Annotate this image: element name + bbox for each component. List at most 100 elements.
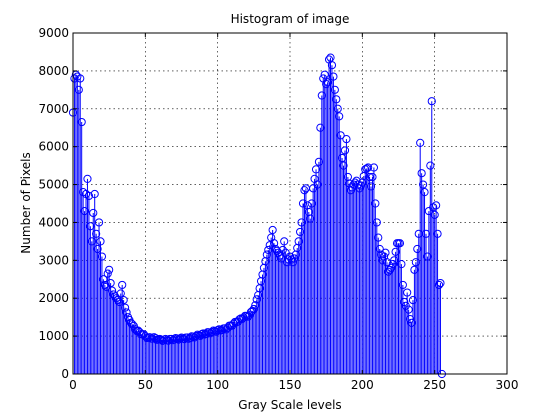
stem-marker <box>387 263 396 273</box>
y-tick-label: 5000 <box>38 178 69 192</box>
stem-marker <box>330 85 339 94</box>
stem-marker <box>335 112 344 121</box>
stem-marker <box>262 250 271 259</box>
stem-marker <box>235 315 244 324</box>
stem-marker <box>249 304 258 314</box>
stem-marker <box>212 327 221 336</box>
stem-marker <box>94 218 104 227</box>
stem-marker <box>421 229 431 238</box>
stem-marker <box>252 295 261 304</box>
stem-marker <box>366 182 376 191</box>
stem-marker <box>122 308 131 317</box>
stem-marker <box>418 180 428 189</box>
stem-marker <box>116 289 125 298</box>
stem-marker <box>243 312 253 321</box>
stem-marker <box>290 254 299 263</box>
stem-marker <box>375 244 384 254</box>
stem-marker <box>329 72 338 81</box>
x-tick-label: 100 <box>206 378 229 392</box>
stem-marker <box>297 218 306 227</box>
stem-marker <box>395 239 405 248</box>
y-tick-label: 7000 <box>38 102 69 116</box>
stem-marker <box>340 146 350 155</box>
stem-marker <box>408 296 418 305</box>
stem-marker <box>364 163 373 172</box>
stem-marker <box>118 280 127 290</box>
stem-marker <box>400 297 409 307</box>
stem-marker <box>119 296 128 305</box>
stem-marker <box>427 97 436 106</box>
stem-marker <box>405 314 415 324</box>
stem-marker <box>317 91 326 100</box>
axis-ticks: 0 50 100 150 200 250 3000100020003000400050006… <box>38 26 518 392</box>
stem-marker <box>278 245 287 255</box>
stem-marker <box>323 78 332 87</box>
stem-marker <box>332 95 341 104</box>
y-tick-label: 8000 <box>38 64 69 78</box>
stem-marker <box>417 169 426 178</box>
stem-marker <box>403 288 412 297</box>
stem-marker <box>391 247 400 256</box>
stem-marker <box>407 318 416 327</box>
stem-marker <box>300 186 309 195</box>
stem-marker <box>190 333 199 342</box>
stem-marker <box>430 210 439 219</box>
stem-marker <box>390 256 399 265</box>
stem-marker <box>306 214 315 223</box>
stem-marker <box>369 163 379 172</box>
x-tick-label: 200 <box>351 378 374 392</box>
stem-marker <box>374 233 383 242</box>
stem-marker <box>149 333 159 342</box>
stem-marker <box>294 237 303 246</box>
stem-marker <box>371 199 380 208</box>
stem-marker <box>404 305 413 314</box>
stem-marker <box>320 70 329 79</box>
stem-series <box>68 53 446 379</box>
stem-marker <box>296 227 305 237</box>
y-tick-label: 4000 <box>38 215 69 229</box>
stem-marker <box>316 123 325 132</box>
stem-marker <box>93 244 102 254</box>
stem-marker <box>322 80 331 89</box>
y-axis-label: Number of Pixels <box>19 152 33 253</box>
stem-marker <box>352 176 361 185</box>
stem-marker <box>411 258 420 267</box>
stem-marker <box>106 278 115 288</box>
stem-marker <box>269 239 279 248</box>
stem-marker <box>97 252 107 261</box>
stem-marker <box>87 237 96 246</box>
stem-marker <box>265 241 274 250</box>
stem-marker <box>378 256 387 265</box>
x-tick-label: 300 <box>496 378 519 392</box>
stem-marker <box>433 229 442 238</box>
stem-marker <box>83 174 92 183</box>
stem-marker <box>434 280 444 290</box>
stem-marker <box>365 172 374 182</box>
stem-marker <box>223 323 232 332</box>
stem-marker <box>280 237 289 246</box>
stem-marker <box>327 61 337 70</box>
stem-marker <box>77 117 86 127</box>
stem-marker <box>339 161 348 170</box>
stem-marker <box>196 331 205 340</box>
stem-marker <box>84 191 94 201</box>
y-tick-label: 9000 <box>38 26 69 40</box>
x-tick-label: 150 <box>279 378 302 392</box>
stem-marker <box>89 208 98 218</box>
stem-marker <box>80 206 89 216</box>
stem-marker <box>120 303 130 312</box>
stem-marker <box>92 229 101 238</box>
stem-marker <box>398 280 407 290</box>
stem-marker <box>326 53 335 62</box>
stem-marker <box>413 244 422 254</box>
stem-marker <box>96 237 105 246</box>
y-tick-label: 6000 <box>38 140 69 154</box>
stem-marker <box>372 218 381 227</box>
stem-marker <box>307 199 316 208</box>
chart-title: Histogram of image <box>231 12 350 26</box>
x-axis-label: Gray Scale levels <box>238 398 341 412</box>
stem-marker <box>103 269 112 278</box>
stem-marker <box>420 188 429 197</box>
stem-marker <box>426 161 435 170</box>
